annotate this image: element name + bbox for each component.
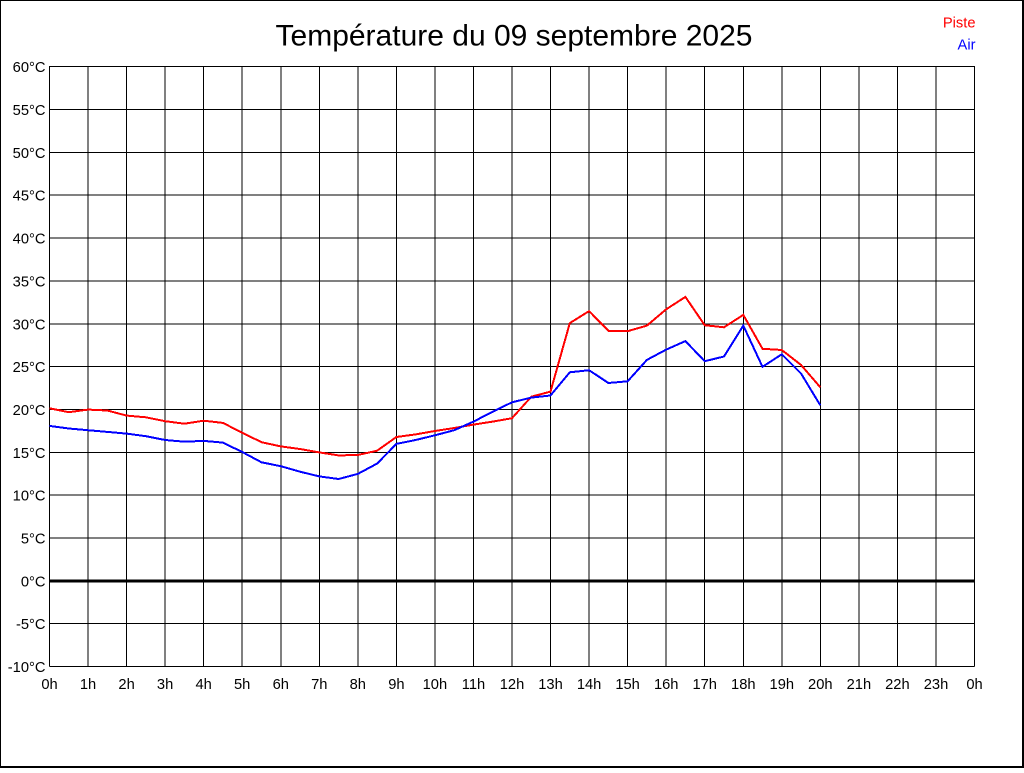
svg-text:8h: 8h bbox=[350, 677, 366, 693]
svg-text:11h: 11h bbox=[462, 677, 485, 693]
svg-text:5h: 5h bbox=[234, 677, 250, 693]
svg-text:18h: 18h bbox=[731, 677, 756, 693]
svg-text:Piste: Piste bbox=[943, 15, 976, 31]
svg-text:14h: 14h bbox=[577, 677, 602, 693]
svg-text:1h: 1h bbox=[80, 677, 96, 693]
svg-text:Température du 09 septembre 20: Température du 09 septembre 2025 bbox=[276, 20, 753, 53]
svg-text:20h: 20h bbox=[808, 677, 833, 693]
svg-text:16h: 16h bbox=[654, 677, 679, 693]
svg-text:0°C: 0°C bbox=[21, 574, 46, 590]
svg-text:15h: 15h bbox=[615, 677, 640, 693]
svg-text:23h: 23h bbox=[924, 677, 949, 693]
svg-text:15°C: 15°C bbox=[13, 446, 46, 462]
svg-text:22h: 22h bbox=[885, 677, 910, 693]
svg-text:10h: 10h bbox=[423, 677, 448, 693]
svg-text:55°C: 55°C bbox=[13, 103, 46, 119]
svg-text:4h: 4h bbox=[196, 677, 212, 693]
svg-text:0h: 0h bbox=[966, 677, 982, 693]
svg-text:17h: 17h bbox=[692, 677, 717, 693]
svg-text:13h: 13h bbox=[538, 677, 563, 693]
svg-text:10°C: 10°C bbox=[13, 489, 46, 505]
svg-text:0h: 0h bbox=[41, 677, 57, 693]
svg-text:50°C: 50°C bbox=[13, 146, 46, 162]
svg-text:21h: 21h bbox=[847, 677, 872, 693]
svg-text:3h: 3h bbox=[157, 677, 173, 693]
svg-text:6h: 6h bbox=[273, 677, 289, 693]
svg-text:30°C: 30°C bbox=[13, 317, 46, 333]
svg-text:35°C: 35°C bbox=[13, 274, 46, 290]
svg-text:12h: 12h bbox=[500, 677, 525, 693]
svg-text:20°C: 20°C bbox=[13, 403, 46, 419]
svg-text:40°C: 40°C bbox=[13, 232, 46, 248]
svg-text:25°C: 25°C bbox=[13, 360, 46, 376]
svg-text:-5°C: -5°C bbox=[16, 617, 46, 633]
svg-text:Air: Air bbox=[958, 37, 976, 53]
svg-text:-10°C: -10°C bbox=[8, 660, 46, 676]
svg-text:5°C: 5°C bbox=[21, 532, 46, 548]
svg-text:7h: 7h bbox=[311, 677, 327, 693]
svg-text:2h: 2h bbox=[118, 677, 134, 693]
svg-text:9h: 9h bbox=[388, 677, 404, 693]
svg-text:19h: 19h bbox=[770, 677, 795, 693]
svg-text:60°C: 60°C bbox=[13, 60, 46, 76]
svg-text:45°C: 45°C bbox=[13, 189, 46, 205]
